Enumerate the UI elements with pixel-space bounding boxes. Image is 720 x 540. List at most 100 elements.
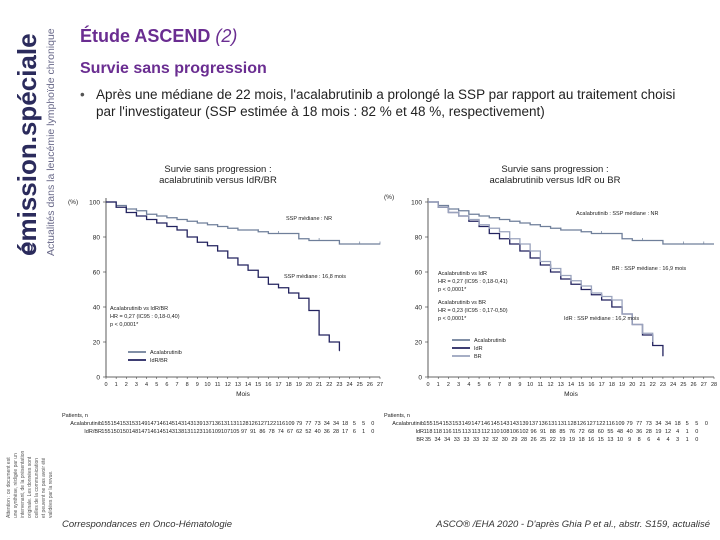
chart-annotation: p < 0,0001* — [110, 322, 139, 328]
y-tick-label: 80 — [93, 235, 101, 242]
x-tick-label: 10 — [527, 382, 533, 388]
y-tick-label: 40 — [93, 305, 101, 312]
risk-cell: 40 — [315, 429, 321, 435]
risk-cell: 34 — [655, 421, 661, 427]
risk-cell: 136 — [212, 421, 221, 427]
x-tick-label: 23 — [660, 382, 666, 388]
risk-cell: 28 — [333, 429, 339, 435]
risk-cell: 85 — [559, 429, 565, 435]
risk-cell: 32 — [483, 437, 489, 443]
risk-cell: 19 — [559, 437, 565, 443]
risk-cell: 8 — [638, 437, 641, 443]
chart-annotation: HR = 0,23 (IC95 : 0,17-0,50) — [438, 308, 508, 314]
risk-cell: 12 — [665, 429, 671, 435]
x-tick-label: 8 — [186, 382, 189, 388]
risk-cell: 22 — [550, 437, 556, 443]
risk-cell: 102 — [519, 429, 528, 435]
disclaimer: Attention : ce document est une synthèse,… — [6, 451, 54, 518]
risk-cell: 10 — [617, 437, 623, 443]
risk-cell: 126 — [577, 421, 586, 427]
risk-cell: 122 — [596, 421, 605, 427]
x-tick-label: 20 — [306, 382, 312, 388]
bullet-item: • Après une médiane de 22 mois, l'acalab… — [80, 86, 680, 120]
x-tick-label: 13 — [235, 382, 241, 388]
x-tick-label: 18 — [286, 382, 292, 388]
brand-logo: émission.spéciale Actualités dans la leu… — [12, 28, 57, 256]
disclaimer-line: et peuvent ne pas avoir été — [41, 457, 47, 518]
risk-cell: 3 — [676, 437, 679, 443]
risk-cell: 116 — [203, 429, 212, 435]
risk-cell: 115 — [452, 429, 461, 435]
disclaimer-line: celles de la communication — [34, 458, 40, 518]
y-tick-label: 40 — [415, 305, 423, 312]
risk-cell: 127 — [258, 421, 267, 427]
risk-row-label: Acalabrutinib — [392, 421, 424, 427]
risk-cell: 143 — [175, 421, 184, 427]
risk-cell: 72 — [579, 429, 585, 435]
risk-cell: 79 — [296, 421, 302, 427]
risk-cell: 139 — [193, 421, 202, 427]
risk-cell: 105 — [230, 429, 239, 435]
x-tick-label: 26 — [691, 382, 697, 388]
risk-cell: 116 — [443, 429, 452, 435]
risk-cell: 76 — [569, 429, 575, 435]
y-axis-label: (%) — [384, 194, 394, 201]
y-tick-label: 100 — [411, 200, 422, 207]
disclaimer-line: validées par la revue. — [48, 470, 54, 518]
risk-cell: 149 — [462, 421, 471, 427]
risk-cell: 86 — [259, 429, 265, 435]
risk-cell: 106 — [510, 429, 519, 435]
legend-label: Acalabrutinib — [150, 350, 182, 356]
x-tick-label: 9 — [518, 382, 521, 388]
x-tick-label: 25 — [357, 382, 363, 388]
risk-table-header: Patients, n — [62, 413, 88, 419]
risk-cell: 34 — [665, 421, 671, 427]
x-axis-label: Mois — [564, 391, 578, 398]
risk-cell: 148 — [129, 429, 138, 435]
x-tick-label: 0 — [104, 382, 107, 388]
risk-row-label: IdR — [415, 429, 424, 435]
risk-cell: 5 — [695, 421, 698, 427]
risk-cell: 77 — [636, 421, 642, 427]
chart-annotation: HR = 0,27 (IC95 : 0,18-0,40) — [110, 314, 180, 320]
risk-cell: 36 — [324, 429, 330, 435]
x-tick-label: 14 — [245, 382, 251, 388]
risk-cell: 28 — [521, 437, 527, 443]
x-tick-label: 12 — [548, 382, 554, 388]
risk-cell: 154 — [433, 421, 442, 427]
risk-row-label: Acalabrutinib — [70, 421, 102, 427]
x-tick-label: 3 — [457, 382, 460, 388]
y-axis-label: (%) — [68, 199, 78, 206]
risk-cell: 15 — [598, 437, 604, 443]
risk-cell: 77 — [305, 421, 311, 427]
x-tick-label: 17 — [275, 382, 281, 388]
risk-cell: 109 — [285, 421, 294, 427]
risk-cell: 112 — [481, 429, 490, 435]
y-tick-label: 60 — [415, 270, 423, 277]
x-tick-label: 8 — [508, 382, 511, 388]
x-tick-label: 22 — [326, 382, 332, 388]
risk-cell: 0 — [695, 437, 698, 443]
risk-cell: 60 — [598, 429, 604, 435]
x-tick-label: 4 — [145, 382, 148, 388]
risk-cell: 18 — [675, 421, 681, 427]
risk-cell: 88 — [550, 429, 556, 435]
x-tick-label: 2 — [447, 382, 450, 388]
x-tick-label: 23 — [336, 382, 342, 388]
disclaimer-line: une synthèse, rédigée par un — [13, 453, 19, 518]
sidebar: émission.spéciale Actualités dans la leu… — [0, 0, 62, 540]
risk-cell: 143 — [500, 421, 509, 427]
x-tick-label: 28 — [711, 382, 717, 388]
chart-annotation: Acalabrutinib vs BR — [438, 300, 486, 306]
y-tick-label: 20 — [93, 340, 101, 347]
risk-cell: 35 — [425, 437, 431, 443]
x-tick-label: 15 — [255, 382, 261, 388]
risk-cell: 74 — [278, 429, 284, 435]
x-tick-label: 11 — [537, 382, 543, 388]
risk-cell: 78 — [269, 429, 275, 435]
risk-cell: 32 — [492, 437, 498, 443]
risk-cell: 25 — [540, 437, 546, 443]
risk-cell: 13 — [607, 437, 613, 443]
risk-cell: 40 — [627, 429, 633, 435]
risk-cell: 18 — [342, 421, 348, 427]
